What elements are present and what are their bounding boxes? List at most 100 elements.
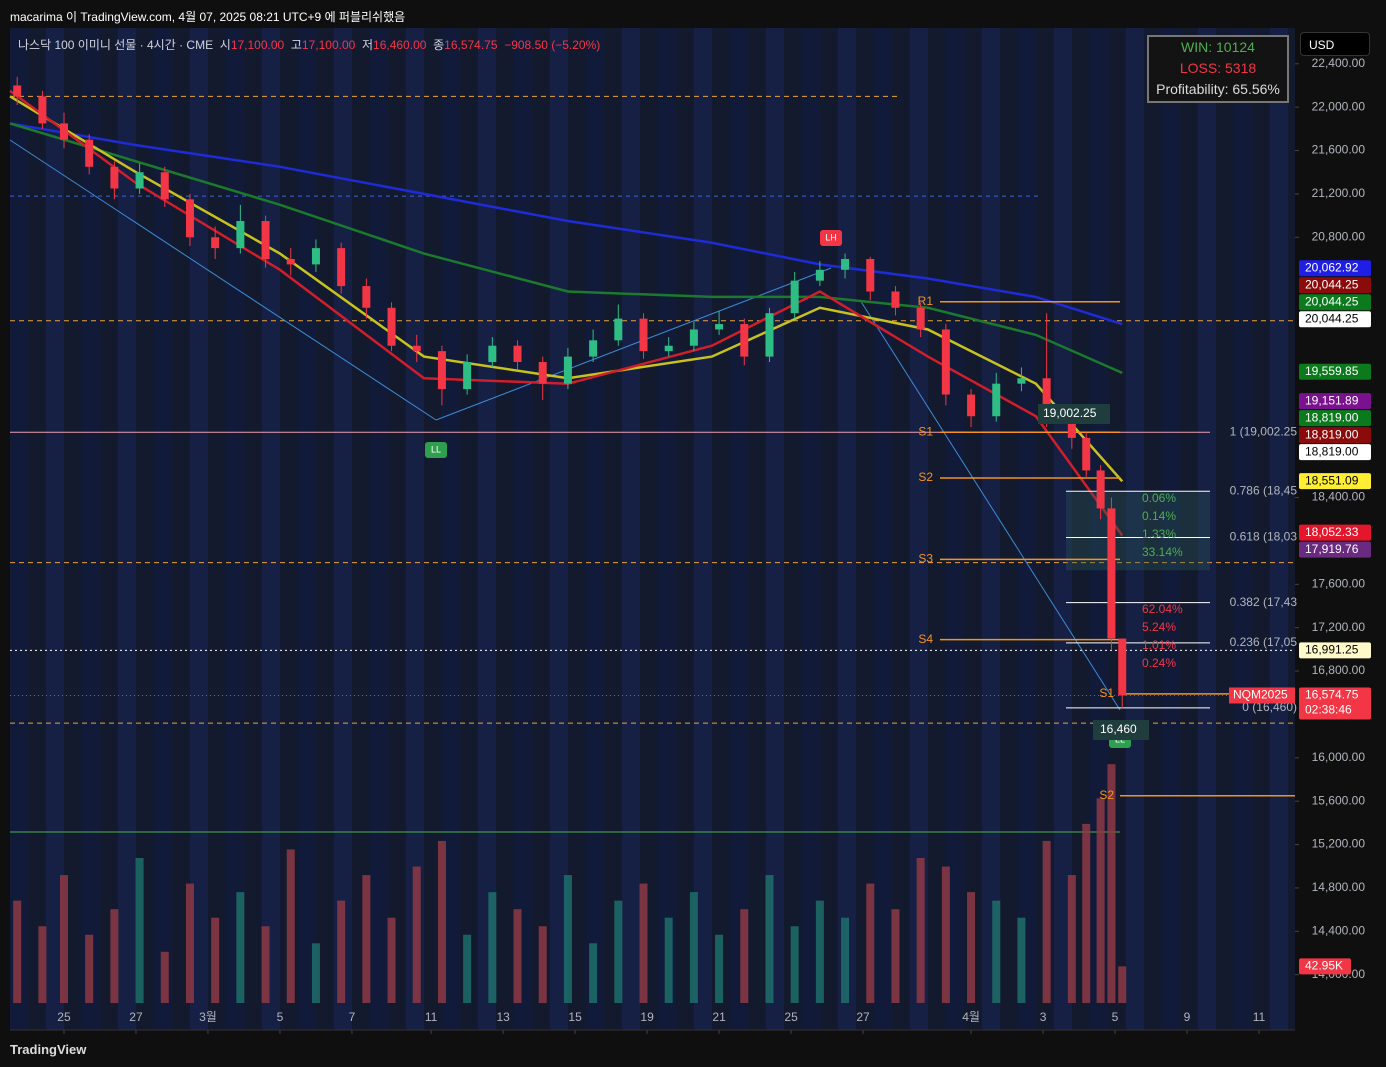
x-tick-label: 9 bbox=[1184, 1010, 1191, 1024]
fib-label: 0.236 (17,05 bbox=[1230, 635, 1298, 649]
price-badge-label: 20,062.92 bbox=[1305, 260, 1359, 274]
price-badge bbox=[1299, 473, 1371, 490]
stripe bbox=[370, 28, 388, 1030]
price-badge bbox=[1299, 410, 1371, 427]
x-tick-label: 5 bbox=[1112, 1010, 1119, 1024]
candle-body bbox=[941, 329, 950, 395]
stripe bbox=[190, 28, 208, 1030]
price-badge-label: 16,574.75 bbox=[1305, 688, 1359, 702]
candle-body bbox=[387, 307, 396, 346]
marker-bg bbox=[425, 442, 447, 458]
volume-bar bbox=[211, 917, 220, 1003]
pct-label: 0.14% bbox=[1142, 509, 1176, 523]
note-bg bbox=[1093, 720, 1149, 740]
candle-body bbox=[815, 269, 824, 281]
candle-body bbox=[992, 383, 1001, 417]
note: 19,002.25 bbox=[1043, 406, 1097, 420]
candle-body bbox=[765, 313, 774, 357]
volume-bar bbox=[286, 849, 295, 1003]
y-tick-label: 22,400.00 bbox=[1312, 56, 1366, 70]
pct-label: 1.33% bbox=[1142, 527, 1176, 541]
currency-button[interactable]: USD bbox=[1300, 32, 1370, 56]
price-badge-label: 18,551.09 bbox=[1305, 473, 1359, 487]
volume-bar bbox=[38, 926, 47, 1003]
y-tick-label: 15,200.00 bbox=[1312, 837, 1366, 851]
ohlc-value: 17,100.00 bbox=[301, 38, 356, 52]
pivot-label: S1 bbox=[1099, 686, 1114, 700]
candle-body bbox=[1067, 421, 1076, 438]
marker: LH bbox=[825, 232, 837, 242]
ohlc-key: 고 bbox=[290, 38, 302, 52]
volume-bar bbox=[765, 875, 774, 1003]
pivot-label: S2 bbox=[1099, 788, 1114, 802]
price-badge-label: 19,559.85 bbox=[1305, 364, 1359, 378]
fib-label: 0 (16,460) bbox=[1242, 700, 1297, 714]
volume-bar bbox=[185, 883, 194, 1003]
stripe bbox=[550, 28, 568, 1030]
volume-bar bbox=[1107, 764, 1116, 1003]
y-tick-label: 14,800.00 bbox=[1312, 880, 1366, 894]
x-tick-label: 27 bbox=[856, 1010, 870, 1024]
volume-bar bbox=[740, 909, 749, 1003]
stripe bbox=[802, 28, 820, 1030]
volume-bar bbox=[362, 875, 371, 1003]
candle-body bbox=[1118, 638, 1127, 696]
volume-bar bbox=[160, 951, 169, 1003]
fib-label: 0.382 (17,43 bbox=[1230, 595, 1298, 609]
x-tick-label: 13 bbox=[496, 1010, 510, 1024]
candle-body bbox=[563, 356, 572, 384]
moving-average bbox=[9, 95, 1124, 483]
candle-body bbox=[967, 394, 976, 417]
note: 16,460 bbox=[1100, 722, 1137, 736]
x-tick-label: 27 bbox=[129, 1010, 143, 1024]
trend-line bbox=[9, 139, 437, 421]
candle-body bbox=[1082, 437, 1091, 471]
candle-body bbox=[1017, 378, 1026, 384]
candle-body bbox=[689, 329, 698, 346]
volume-bar bbox=[236, 892, 245, 1003]
x-tick-label: 19 bbox=[640, 1010, 654, 1024]
candle-body bbox=[463, 362, 472, 390]
stripe bbox=[478, 28, 496, 1030]
volume-bar bbox=[437, 840, 446, 1003]
price-badge bbox=[1299, 311, 1371, 328]
pivot-label: S1 bbox=[918, 424, 933, 438]
pct-label: 0.06% bbox=[1142, 491, 1176, 505]
stripe bbox=[694, 28, 712, 1030]
volume-bar bbox=[463, 934, 472, 1003]
stripe bbox=[730, 28, 748, 1030]
price-badge-label: 18,819.00 bbox=[1305, 427, 1359, 441]
ohlc-key: 저 bbox=[361, 38, 374, 52]
volume-bar bbox=[1017, 917, 1026, 1003]
volume-bar bbox=[941, 866, 950, 1003]
stripe bbox=[46, 28, 64, 1030]
price-badge bbox=[1299, 524, 1371, 541]
price-badge bbox=[1299, 363, 1371, 380]
publish-line: macarima 이 TradingView.com, 4월 07, 2025 … bbox=[10, 10, 406, 24]
stripe bbox=[118, 28, 136, 1030]
volume-bar bbox=[639, 883, 648, 1003]
volume-bar bbox=[1067, 875, 1076, 1003]
volume-bar bbox=[1118, 966, 1127, 1003]
price-badge bbox=[1299, 444, 1371, 461]
price-badge bbox=[1299, 393, 1371, 410]
price-badge-label: 18,819.00 bbox=[1305, 444, 1359, 458]
symbol-tag-bg bbox=[1229, 687, 1295, 704]
volume-bar bbox=[790, 926, 799, 1003]
price-badge-label: 20,044.25 bbox=[1305, 277, 1359, 291]
pct-label: 62.04% bbox=[1142, 602, 1183, 616]
pivot-label: S2 bbox=[918, 470, 933, 484]
volume-bar bbox=[866, 883, 875, 1003]
change: −908.50 (−5.20%) bbox=[504, 38, 601, 52]
volume-bar bbox=[563, 875, 572, 1003]
pct-label: 0.24% bbox=[1142, 656, 1176, 670]
x-tick-label: 11 bbox=[1253, 1010, 1266, 1024]
candle-body bbox=[412, 345, 421, 352]
x-tick-label: 5 bbox=[277, 1010, 284, 1024]
volume-bar bbox=[916, 858, 925, 1003]
candle-body bbox=[1042, 378, 1051, 422]
candle-body bbox=[916, 307, 925, 330]
x-tick-label: 21 bbox=[712, 1010, 726, 1024]
volume-bar bbox=[513, 909, 522, 1003]
logo: TradingView bbox=[10, 1042, 87, 1057]
